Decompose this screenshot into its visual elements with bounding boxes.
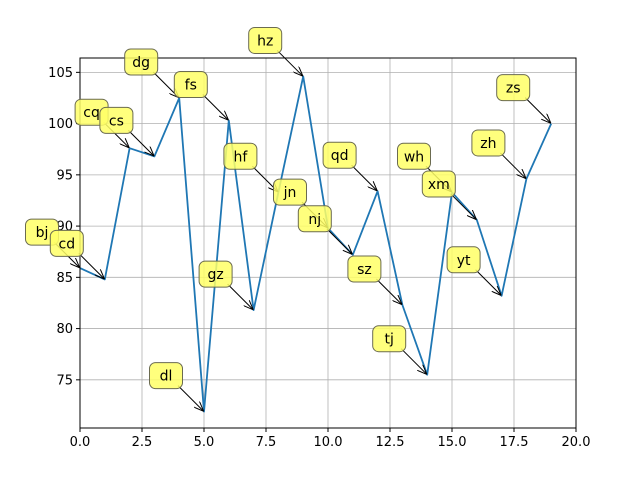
x-tick-label: 2.5 bbox=[132, 435, 153, 450]
x-tick-label: 7.5 bbox=[256, 435, 277, 450]
annotation-label: tj bbox=[385, 332, 394, 348]
annotation-label: cq bbox=[83, 105, 100, 121]
annotation-arrow bbox=[202, 94, 228, 120]
annotation-box bbox=[149, 362, 183, 390]
annotation-box bbox=[198, 260, 233, 288]
annotation-qd: qd bbox=[322, 141, 377, 190]
annotation-arrow bbox=[400, 348, 426, 374]
annotation-box bbox=[223, 142, 258, 170]
annotation-label: jn bbox=[283, 185, 297, 201]
annotation-yt: yt bbox=[446, 246, 501, 295]
y-tick-label: 75 bbox=[56, 373, 73, 388]
y-tick-label: 85 bbox=[56, 271, 73, 286]
annotation-arrow bbox=[376, 278, 401, 304]
annotation-gz: gz bbox=[198, 260, 253, 309]
annotation-box bbox=[471, 129, 506, 157]
annotation-label: fs bbox=[185, 78, 197, 94]
annotation-box bbox=[496, 74, 531, 102]
annotation-hf: hf bbox=[223, 142, 278, 191]
annotation-label: cd bbox=[59, 236, 76, 252]
annotation-label: cs bbox=[109, 113, 124, 129]
annotation-box bbox=[322, 141, 357, 169]
x-tick-label: 20.0 bbox=[562, 435, 591, 450]
annotation-label: dg bbox=[132, 55, 150, 71]
annotation-label: hz bbox=[257, 33, 273, 49]
annotation-label: wh bbox=[404, 149, 424, 165]
annotation-label: bj bbox=[36, 225, 49, 241]
annotation-cs: cs bbox=[99, 106, 153, 155]
x-tick-label: 12.5 bbox=[376, 435, 405, 450]
annotation-arrow bbox=[351, 164, 377, 190]
annotation-label: xm bbox=[428, 177, 450, 193]
annotation-label: gz bbox=[207, 267, 223, 283]
annotation-dl: dl bbox=[149, 362, 204, 411]
y-tick-label: 100 bbox=[48, 117, 73, 132]
annotation-label: qd bbox=[331, 148, 349, 164]
annotation-box bbox=[347, 255, 382, 283]
annotation-arrow bbox=[326, 228, 352, 254]
annotation-arrow bbox=[78, 253, 104, 278]
x-tick-label: 15.0 bbox=[438, 435, 467, 450]
annotation-box bbox=[446, 246, 481, 274]
annotation-arrow bbox=[450, 193, 476, 219]
annotation-box bbox=[372, 325, 407, 353]
annotation-label: zh bbox=[480, 136, 496, 152]
annotation-label: hf bbox=[233, 149, 248, 165]
annotation-fs: fs bbox=[173, 71, 228, 120]
annotation-tj: tj bbox=[372, 325, 427, 374]
annotation-label: sz bbox=[357, 262, 372, 278]
annotation-box bbox=[124, 48, 159, 76]
annotation-arrow bbox=[177, 385, 203, 411]
y-tick-label: 95 bbox=[56, 168, 73, 183]
annotation-arrow bbox=[475, 269, 501, 295]
annotation-box bbox=[297, 205, 332, 233]
annotation-label: dl bbox=[160, 369, 173, 385]
annotation-xm: xm bbox=[421, 170, 476, 219]
y-tick-label: 105 bbox=[48, 66, 73, 81]
annotation-box bbox=[248, 26, 283, 54]
annotation-box bbox=[421, 170, 456, 198]
x-tick-label: 0.0 bbox=[70, 435, 91, 450]
annotation-box bbox=[397, 142, 431, 170]
annotation-box bbox=[99, 106, 134, 134]
annotation-jn: jn bbox=[273, 178, 328, 227]
annotation-sz: sz bbox=[347, 255, 402, 304]
annotation-label: zs bbox=[506, 81, 521, 97]
axes-layer: 0.0 2.5 5.0 7.5 10.0 12.5 15.0 17.5 20.075808590… bbox=[48, 66, 590, 450]
annotation-cd: cd bbox=[49, 229, 104, 278]
annotation-label: nj bbox=[308, 212, 321, 228]
annotation-zs: zs bbox=[496, 74, 551, 123]
annotation-label: yt bbox=[457, 253, 471, 269]
x-tick-label: 5.0 bbox=[194, 435, 215, 450]
annotation-nj: nj bbox=[297, 205, 352, 254]
x-tick-label: 17.5 bbox=[500, 435, 529, 450]
annotation-arrow bbox=[128, 130, 153, 155]
annotation-arrow bbox=[227, 283, 253, 309]
annotation-zh: zh bbox=[471, 129, 526, 178]
annotation-arrow bbox=[500, 152, 525, 178]
y-tick-label: 80 bbox=[56, 322, 73, 337]
annotation-hz: hz bbox=[248, 26, 303, 75]
annotation-box bbox=[49, 229, 84, 257]
annotation-box bbox=[173, 71, 208, 99]
annotation-arrow bbox=[276, 50, 302, 75]
annotation-arrow bbox=[524, 97, 550, 123]
annotation-box bbox=[273, 178, 307, 206]
x-tick-label: 10.0 bbox=[314, 435, 343, 450]
